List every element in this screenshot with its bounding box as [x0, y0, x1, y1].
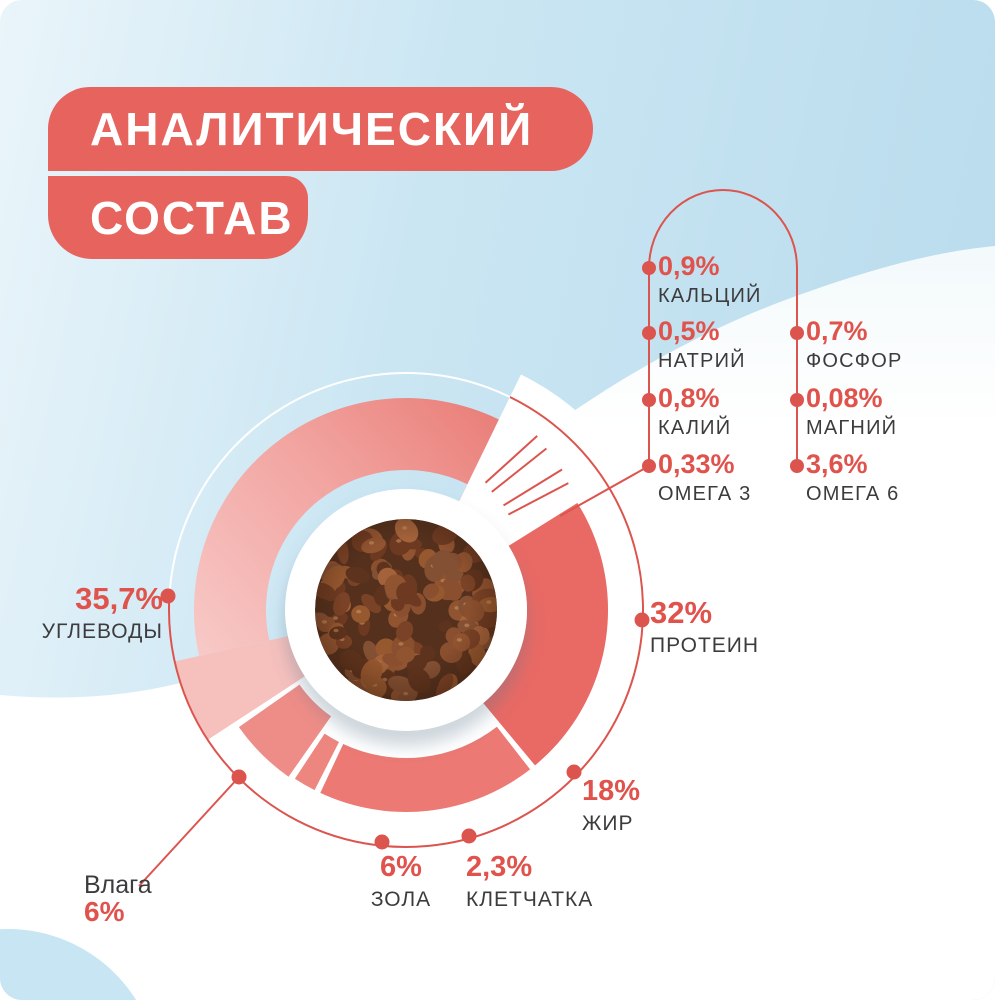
carbs-name: УГЛЕВОДЫ: [41, 620, 163, 643]
leader-lines: [138, 776, 240, 887]
page-title-line2: СОСТАВ: [90, 191, 294, 244]
omega3-value: 0,33%: [658, 449, 735, 479]
segment-1: [320, 726, 531, 812]
guide-circle: [168, 372, 644, 848]
phosphorus-name: ФОСФОР: [806, 350, 903, 372]
calcium-value: 0,9%: [658, 251, 720, 281]
mineral-omega6: 3,6% ОМЕГА 6: [806, 449, 900, 505]
segment-label-ash: 6% ЗОЛА: [341, 851, 461, 911]
fat-value: 18%: [582, 775, 641, 807]
protein-value: 32%: [650, 595, 713, 630]
moisture-name: Влага: [84, 871, 152, 899]
mineral-omega3: 0,33% ОМЕГА 3: [658, 449, 752, 505]
omega3-name: ОМЕГА 3: [658, 483, 752, 505]
omega6-name: ОМЕГА 6: [806, 483, 900, 505]
magnesium-name: МАГНИЙ: [806, 417, 898, 439]
kibble-shading: [315, 519, 497, 701]
phosphorus-value: 0,7%: [806, 316, 868, 346]
segment-2: [294, 733, 339, 791]
ash-name: ЗОЛА: [370, 888, 432, 911]
carbs-value: 35,7%: [75, 581, 163, 616]
potassium-name: КАЛИЙ: [658, 417, 732, 439]
segment-label-carbohydrates: 35,7% УГЛЕВОДЫ: [23, 583, 163, 642]
fiber-value: 2,3%: [466, 851, 533, 883]
minerals-arch-line: [648, 189, 798, 466]
potassium-value: 0,8%: [658, 383, 720, 413]
segment-5: [193, 398, 499, 656]
segment-3: [238, 684, 332, 777]
segment-label-fat: 18% ЖИР: [582, 775, 641, 835]
magnesium-value: 0,08%: [806, 383, 883, 413]
omega6-value: 3,6%: [806, 449, 868, 479]
mineral-potassium: 0,8% КАЛИЙ: [658, 383, 732, 439]
moisture-value: 6%: [84, 896, 125, 927]
omega3-leader-line: [559, 465, 650, 517]
title-banner-line1: АНАЛИТИЧЕСКИЙ: [48, 87, 593, 171]
title-banner-line2: СОСТАВ: [48, 176, 308, 259]
label-dots: [160, 261, 804, 850]
mineral-sodium: 0,5% НАТРИЙ: [658, 316, 746, 372]
segment-label-protein: 32% ПРОТЕИН: [650, 597, 759, 656]
segment-label-moisture: Влага 6%: [84, 873, 152, 926]
mineral-magnesium: 0,08% МАГНИЙ: [806, 383, 898, 439]
protein-name: ПРОТЕИН: [650, 634, 760, 657]
segment-label-fiber: 2,3% КЛЕТЧАТКА: [466, 851, 594, 911]
mineral-phosphorus: 0,7% ФОСФОР: [806, 316, 903, 372]
sodium-value: 0,5%: [658, 316, 720, 346]
fiber-name: КЛЕТЧАТКА: [466, 888, 594, 911]
page-title-line1: АНАЛИТИЧЕСКИЙ: [90, 103, 534, 155]
corner-blue-shape: [0, 929, 137, 1000]
mineral-calcium: 0,9% КАЛЬЦИЙ: [658, 251, 762, 307]
sodium-name: НАТРИЙ: [658, 350, 746, 372]
fat-name: ЖИР: [582, 812, 634, 835]
calcium-name: КАЛЬЦИЙ: [658, 285, 762, 307]
minerals-sector-hatched: [444, 374, 629, 564]
segment-4: [175, 636, 305, 740]
ash-value: 6%: [380, 851, 422, 883]
